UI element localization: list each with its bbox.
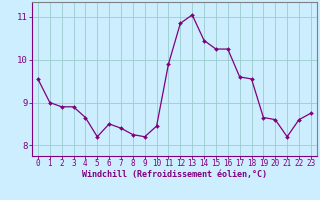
X-axis label: Windchill (Refroidissement éolien,°C): Windchill (Refroidissement éolien,°C) bbox=[82, 170, 267, 179]
